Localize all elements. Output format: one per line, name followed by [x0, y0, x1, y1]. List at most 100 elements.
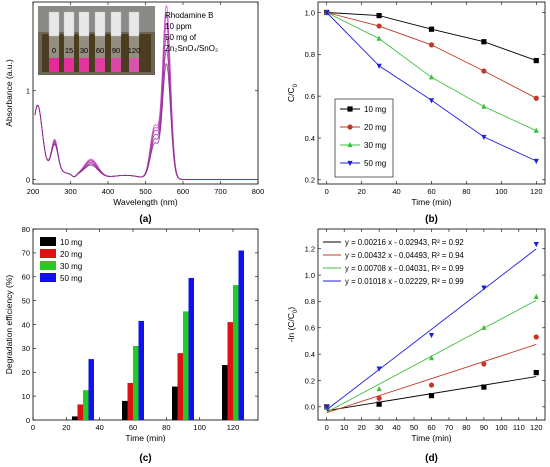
vial-label: 0: [52, 46, 56, 55]
legend-fit-equation: y = 0.00216 x - 0.02943, R² = 0.92: [345, 238, 464, 247]
y-axis-label: -ln (C/C0): [286, 307, 299, 343]
legend-marker: [347, 124, 353, 130]
bar: [183, 311, 189, 420]
x-tick-label: 60: [129, 423, 137, 432]
data-point: [481, 384, 487, 390]
x-tick-label: 100: [495, 423, 508, 432]
x-tick-label: 80: [162, 423, 170, 432]
x-tick-label: 10: [340, 423, 348, 432]
data-point: [481, 103, 487, 109]
vial-solution: [129, 58, 139, 72]
y-tick-label: 80: [22, 225, 30, 234]
series-line: [326, 12, 537, 99]
legend-label: 20 mg: [60, 250, 82, 259]
annotation-catalyst-amount: 50 mg of: [165, 33, 197, 42]
data-point: [428, 332, 435, 339]
y-tick-label: 0.6: [305, 92, 315, 101]
y-tick-label: 1.2: [305, 245, 315, 254]
data-point: [376, 395, 382, 401]
vial-solution: [111, 58, 121, 72]
vial-solution: [49, 58, 59, 72]
bar: [238, 250, 244, 420]
data-point: [376, 23, 382, 29]
vial-cap: [63, 11, 75, 37]
panel-label-d: (d): [425, 453, 438, 464]
y-tick-label: 50: [22, 296, 30, 305]
legend-label: 50 mg: [60, 274, 82, 283]
y-tick-label: 0.8: [305, 297, 315, 306]
data-point: [376, 63, 382, 69]
y-tick-label: 70: [22, 249, 30, 258]
x-tick-label: 30: [375, 423, 383, 432]
bar: [188, 277, 194, 420]
data-point: [376, 366, 382, 372]
data-point: [376, 385, 382, 392]
x-tick-label: 20: [357, 423, 365, 432]
panel-label-c: (c): [139, 453, 151, 464]
data-point: [428, 42, 435, 48]
x-tick-label: 300: [64, 187, 77, 196]
data-point: [428, 74, 435, 80]
bar: [72, 416, 78, 420]
legend-label: 20 mg: [364, 123, 386, 132]
x-axis-label: Time (min): [411, 197, 451, 207]
legend: 10 mg 20 mg 30 mg 50 mg: [40, 237, 82, 283]
legend-swatch: [40, 237, 56, 246]
x-axis-label: Time (min): [411, 433, 451, 443]
data-point: [428, 354, 435, 361]
x-tick-label: 110: [513, 423, 525, 432]
spectrum-line: [34, 63, 258, 180]
vial-cap: [128, 11, 140, 37]
y-axis-label: Degradation efficiency (%): [4, 275, 14, 375]
data-point: [533, 57, 539, 64]
data-point: [481, 39, 487, 45]
x-tick-label: 500: [139, 187, 152, 196]
x-tick-label: 80: [462, 423, 470, 432]
annotation-catalyst: Zn₂SnO₄/SnO₂: [165, 44, 218, 53]
data-point: [376, 35, 382, 41]
y-tick-label: 0.8: [305, 50, 315, 59]
x-tick-label: 700: [214, 187, 227, 196]
x-tick-label: 40: [392, 187, 400, 196]
x-tick-label: 800: [252, 187, 265, 196]
vial-label: 60: [96, 46, 104, 55]
x-tick-label: 20: [62, 423, 70, 432]
bar: [133, 345, 139, 420]
y-tick-label: 0.6: [305, 324, 315, 333]
legend-fit-equation: y = 0.00432 x - 0.04493, R² = 0.94: [345, 251, 464, 260]
y-tick-label: 20: [22, 368, 30, 377]
data-point: [533, 242, 539, 248]
legend-label: 30 mg: [364, 141, 386, 150]
data-point: [533, 95, 539, 101]
vial-solution: [64, 58, 74, 72]
legend-swatch: [40, 261, 56, 270]
legend-marker: [347, 160, 353, 167]
data-point: [533, 369, 539, 376]
y-tick-label: 0.4: [305, 134, 315, 143]
y-tick-label: 1: [26, 87, 30, 96]
y-tick-label: 0: [26, 416, 30, 425]
vial-body: [64, 36, 74, 64]
x-tick-label: 70: [445, 423, 453, 432]
data-point: [533, 158, 539, 165]
legend-label: 10 mg: [364, 105, 386, 114]
legend-marker: [347, 106, 353, 112]
x-tick-label: 120: [227, 423, 240, 432]
x-tick-label: 100: [193, 423, 206, 432]
data-point: [481, 285, 487, 291]
vial-solution: [79, 58, 89, 72]
bar: [88, 359, 94, 420]
x-tick-label: 50: [410, 423, 418, 432]
panel-c: 0 10 20 30 40 50 60 70 80 0 20 40 60 80 100 120 Time (mi…: [4, 225, 259, 464]
y-tick-label: 0.2: [305, 176, 315, 185]
legend: y = 0.00216 x - 0.02943, R² = 0.92 y = 0.…: [323, 238, 464, 286]
inset-photo: 0 15 30 60 90 120: [38, 6, 155, 75]
data-point: [428, 382, 435, 388]
legend-fit-equation: y = 0.00708 x - 0.04031, R² = 0.99: [345, 264, 464, 273]
y-tick-label: 30: [22, 344, 30, 353]
data-point: [428, 393, 435, 399]
bar: [222, 365, 228, 420]
y-tick-label: 10: [22, 392, 30, 401]
x-tick-label: 400: [102, 187, 115, 196]
